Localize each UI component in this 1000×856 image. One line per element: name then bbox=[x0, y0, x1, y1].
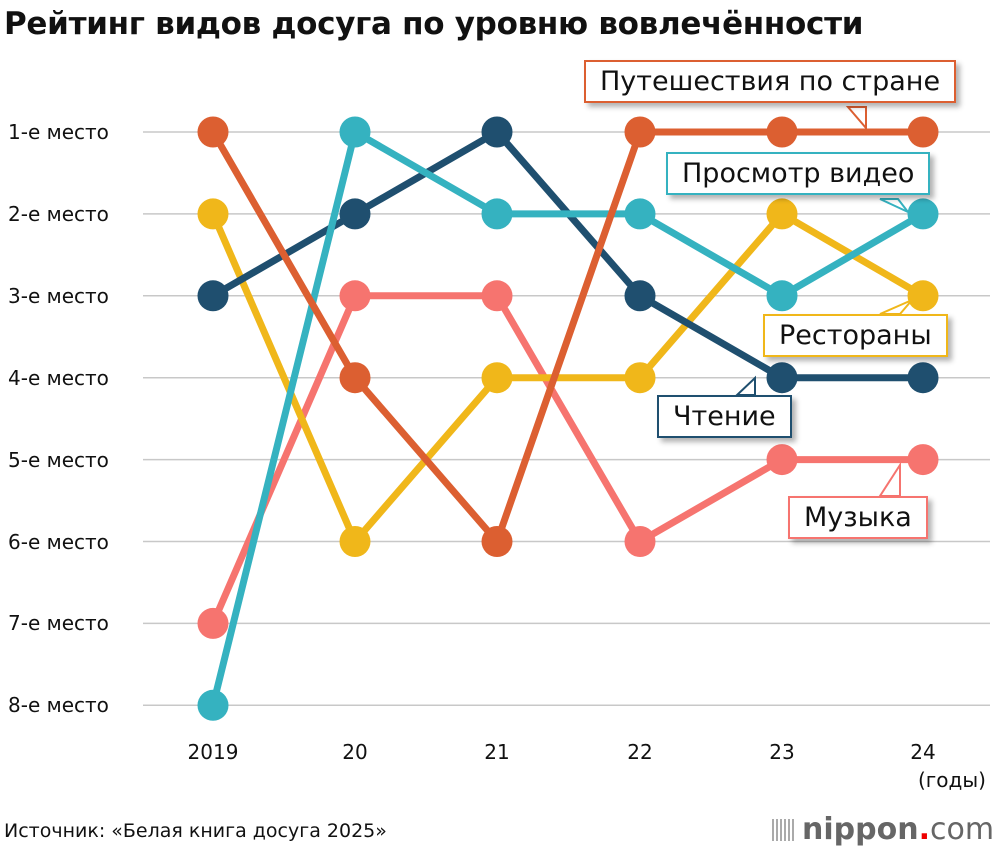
y-tick-label: 8-е место bbox=[8, 693, 109, 718]
y-tick-label: 5-е место bbox=[8, 447, 109, 472]
series-label: Чтение bbox=[657, 395, 792, 438]
data-point bbox=[197, 198, 229, 230]
series-0 bbox=[197, 280, 939, 639]
chart-title: Рейтинг видов досуга по уровню вовлечённ… bbox=[4, 6, 864, 42]
data-point bbox=[481, 198, 513, 230]
data-point bbox=[766, 116, 798, 148]
data-point bbox=[624, 198, 656, 230]
callout-pointer bbox=[734, 375, 756, 396]
callout-pointer bbox=[879, 198, 909, 213]
series-4 bbox=[197, 116, 939, 557]
x-unit-label: (годы) bbox=[918, 768, 986, 792]
y-tick-label: 6-е место bbox=[8, 529, 109, 554]
series-line bbox=[209, 292, 923, 625]
data-point bbox=[624, 526, 656, 557]
y-tick-label: 3-е место bbox=[8, 283, 109, 308]
x-tick-label: 2019 bbox=[187, 740, 239, 764]
data-point bbox=[339, 116, 371, 148]
callout-pointer bbox=[878, 461, 901, 497]
y-tick-label: 4-е место bbox=[8, 365, 109, 390]
callout-pointer bbox=[845, 106, 867, 131]
y-tick-label: 7-е место bbox=[8, 611, 109, 636]
source-note: Источник: «Белая книга досуга 2025» bbox=[4, 820, 387, 842]
data-point bbox=[197, 689, 229, 721]
x-tick-label: 22 bbox=[627, 740, 653, 764]
series-line bbox=[209, 210, 925, 545]
data-point bbox=[197, 116, 229, 148]
data-point bbox=[907, 280, 939, 312]
x-tick-label: 23 bbox=[769, 740, 795, 764]
data-point bbox=[766, 444, 798, 476]
y-tick-label: 2-е место bbox=[8, 201, 109, 226]
data-point bbox=[624, 362, 656, 394]
series-label: Музыка bbox=[788, 496, 928, 539]
data-point bbox=[339, 526, 371, 557]
nippon-logo: nippon.com bbox=[772, 812, 994, 847]
data-point bbox=[624, 280, 656, 312]
data-point bbox=[481, 526, 513, 557]
data-point bbox=[766, 280, 798, 312]
x-tick-label: 20 bbox=[342, 740, 368, 764]
data-point bbox=[339, 198, 371, 230]
data-point bbox=[197, 280, 229, 312]
data-point bbox=[339, 362, 371, 394]
callout-pointer bbox=[879, 299, 913, 315]
data-point bbox=[481, 280, 513, 312]
data-point bbox=[481, 116, 513, 148]
data-point bbox=[197, 607, 229, 639]
series-label: Путешествия по стране bbox=[584, 60, 957, 103]
x-tick-label: 21 bbox=[484, 740, 510, 764]
x-tick-label: 24 bbox=[910, 740, 936, 764]
data-point bbox=[624, 116, 656, 148]
data-point bbox=[907, 198, 939, 230]
data-point bbox=[766, 362, 798, 394]
series-line bbox=[209, 128, 925, 707]
data-point bbox=[766, 198, 798, 230]
data-point bbox=[907, 444, 939, 476]
series-3 bbox=[197, 116, 939, 721]
data-point bbox=[907, 362, 939, 394]
data-point bbox=[907, 116, 939, 148]
data-point bbox=[481, 362, 513, 394]
series-line bbox=[209, 128, 923, 545]
logo-mark-icon bbox=[772, 819, 794, 841]
data-point bbox=[339, 280, 371, 312]
series-label: Просмотр видео bbox=[666, 152, 931, 195]
series-1 bbox=[197, 198, 939, 557]
series-label: Рестораны bbox=[763, 314, 948, 357]
y-tick-label: 1-е место bbox=[8, 120, 109, 144]
